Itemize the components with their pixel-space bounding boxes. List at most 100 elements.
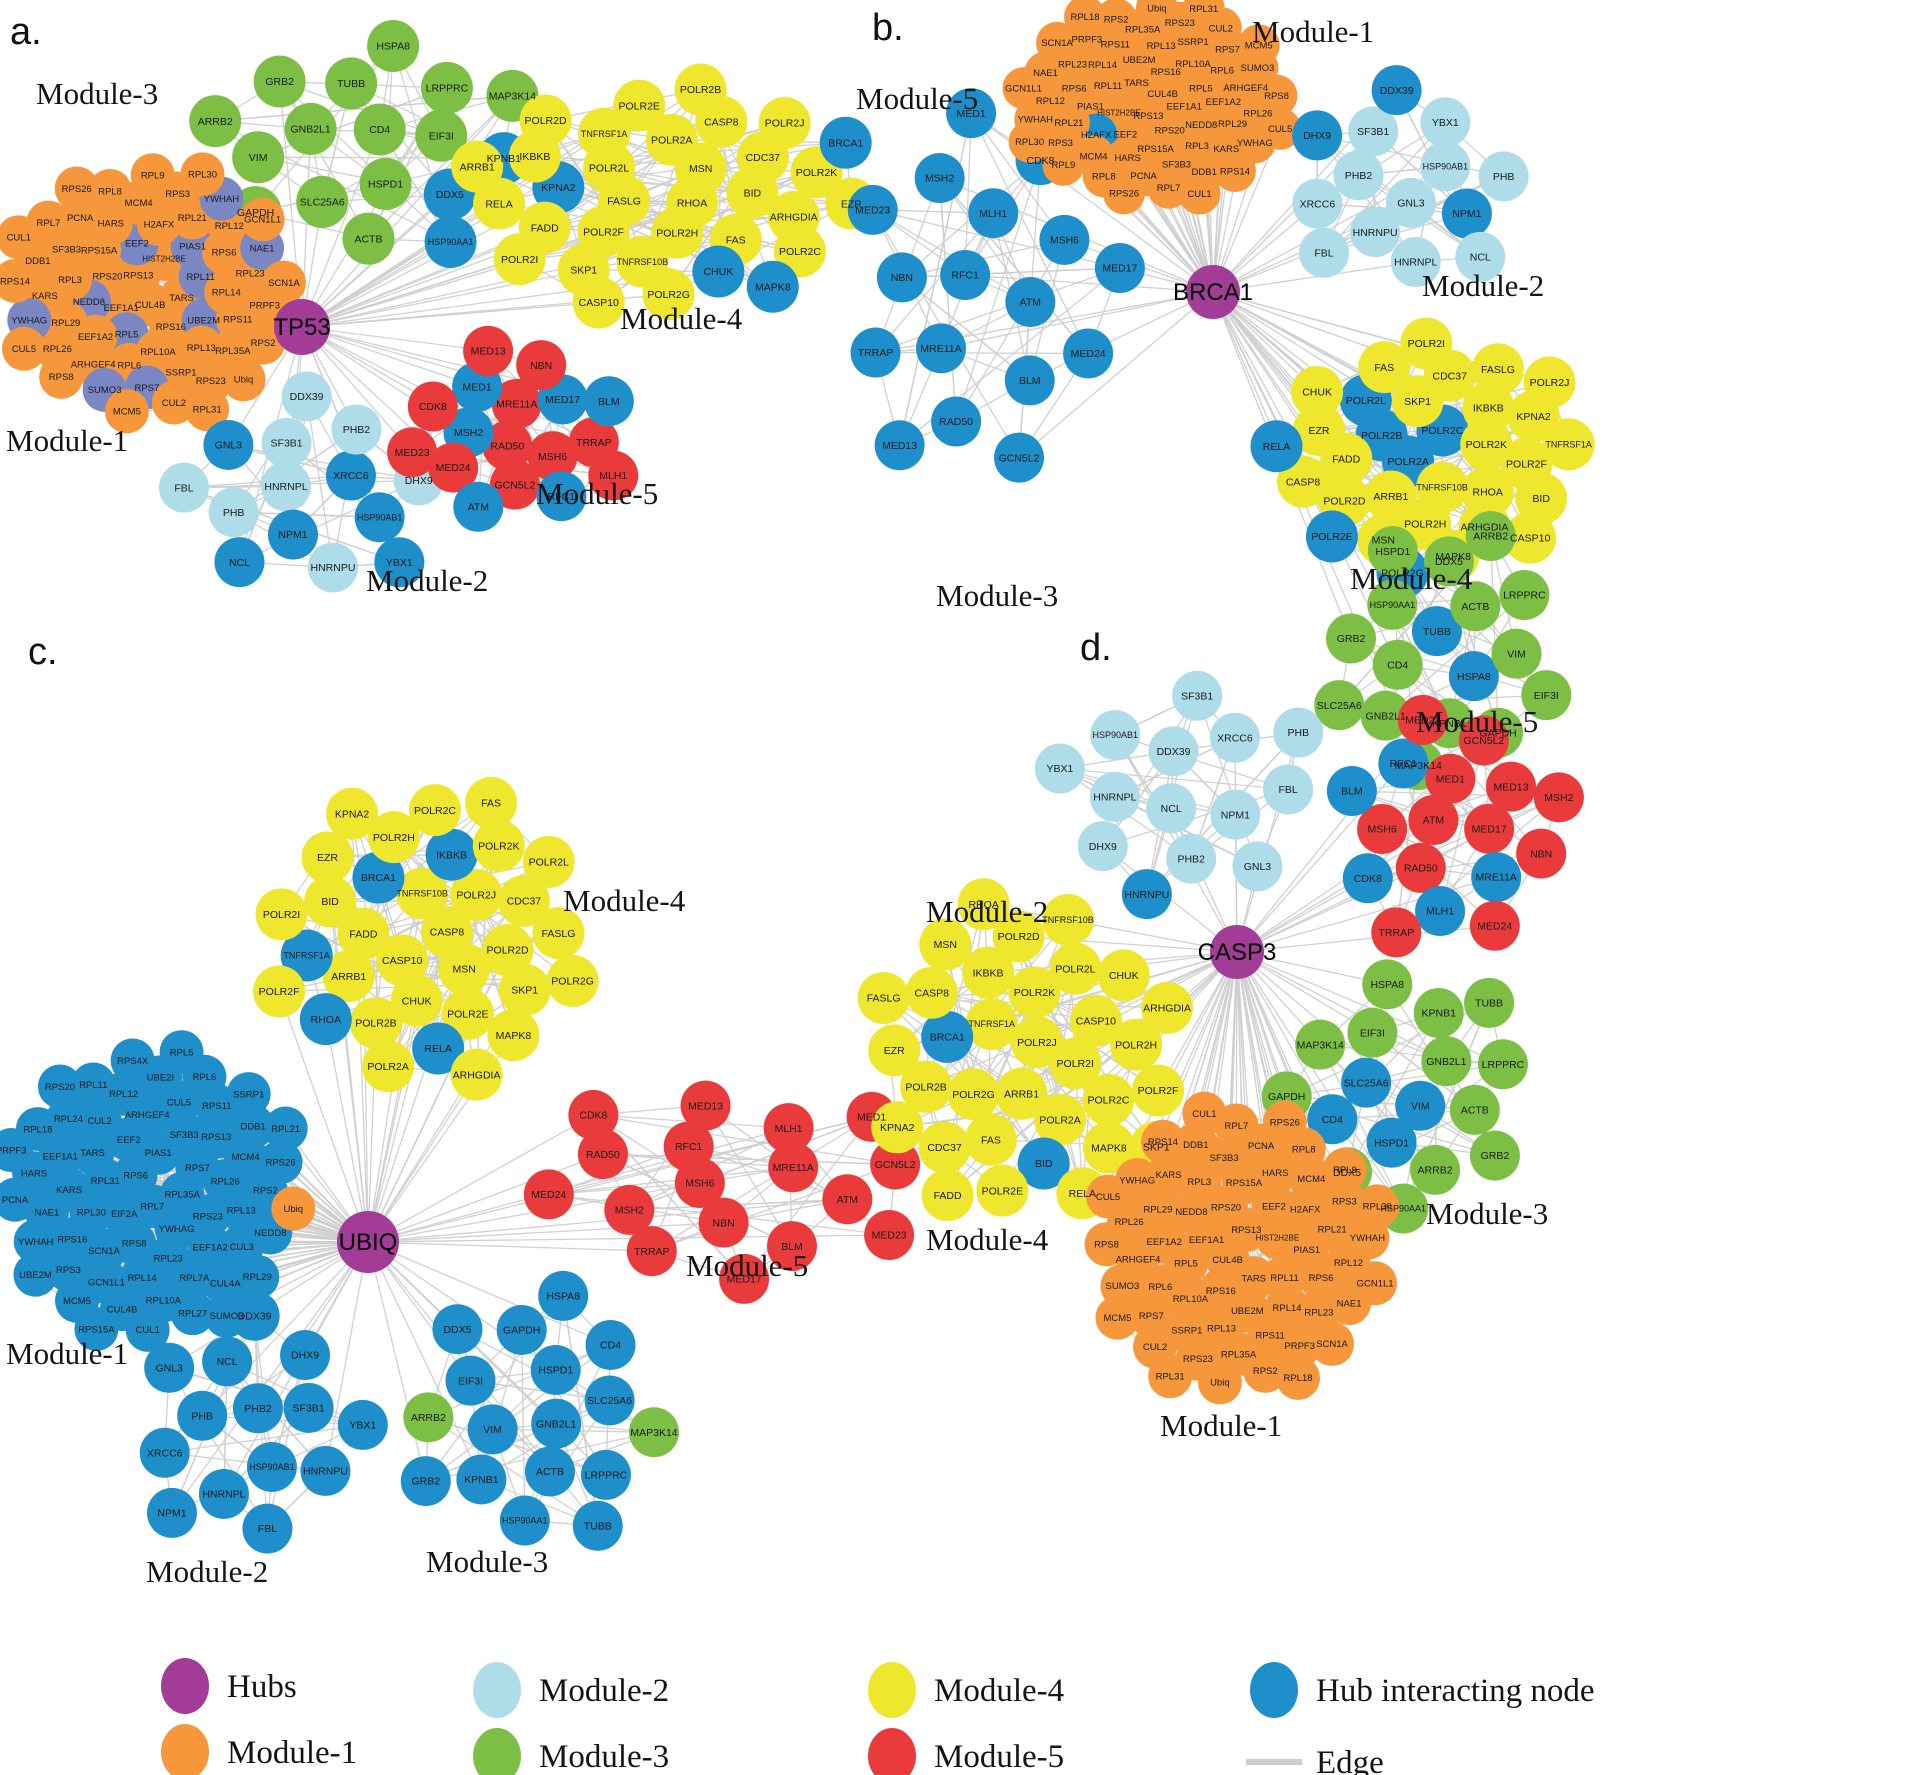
node-RPS20[interactable] <box>37 1064 82 1109</box>
node-HSPD1[interactable] <box>1366 1117 1417 1168</box>
node-MRE11A[interactable] <box>1471 852 1522 903</box>
node-CUL2[interactable] <box>151 380 196 425</box>
node-MED24[interactable] <box>1063 328 1114 379</box>
node-RPS8[interactable] <box>39 354 84 399</box>
node-LRPPRC[interactable] <box>1477 1039 1528 1090</box>
node-TNFRSF10B[interactable] <box>1042 894 1095 947</box>
node-ATM[interactable] <box>1005 276 1056 327</box>
node-MSH6[interactable] <box>1357 803 1408 854</box>
node-CUL1[interactable] <box>1182 1091 1227 1136</box>
node-NCL[interactable] <box>202 1336 253 1387</box>
node-POLR2B[interactable] <box>900 1060 953 1113</box>
node-GNL3[interactable] <box>1385 177 1436 228</box>
node-POLR2K[interactable] <box>1460 418 1513 471</box>
node-NCL[interactable] <box>214 537 265 588</box>
node-RFC1[interactable] <box>1378 738 1429 789</box>
node-YBX1[interactable] <box>374 537 425 588</box>
node-SF3B1[interactable] <box>1348 106 1399 157</box>
node-PRPF3[interactable] <box>1277 1323 1322 1368</box>
node-RHOA[interactable] <box>299 993 352 1046</box>
node-POLR2D[interactable] <box>992 910 1045 963</box>
node-POLR2C[interactable] <box>408 784 461 837</box>
node-TRRAP[interactable] <box>1371 907 1422 958</box>
node-HSP90AB1[interactable] <box>246 1441 297 1492</box>
node-CUL1[interactable] <box>0 215 41 260</box>
node-MSN[interactable] <box>919 918 972 971</box>
node-XRCC6[interactable] <box>1209 712 1260 763</box>
node-ARRB2[interactable] <box>1465 510 1516 561</box>
node-GNB2L1[interactable] <box>1360 690 1411 741</box>
node-GNB2L1[interactable] <box>1421 1036 1472 1087</box>
node-MSH2[interactable] <box>604 1184 655 1235</box>
node-POLR2H[interactable] <box>1110 1018 1163 1071</box>
node-MED17[interactable] <box>1094 242 1145 293</box>
node-MED17[interactable] <box>719 1253 770 1304</box>
node-SSRP1[interactable] <box>226 1072 271 1117</box>
node-HSPA8[interactable] <box>538 1270 589 1321</box>
node-SLC25A6[interactable] <box>584 1375 635 1426</box>
node-RAD50[interactable] <box>577 1129 628 1180</box>
node-ATM[interactable] <box>822 1174 873 1225</box>
node-POLR2F[interactable] <box>253 965 306 1018</box>
node-CUL5[interactable] <box>1 326 46 371</box>
node-GCN5L2[interactable] <box>489 459 540 510</box>
node-RPL31[interactable] <box>1148 1354 1193 1399</box>
node-ACTB[interactable] <box>1449 1084 1500 1135</box>
node-SLC25A6[interactable] <box>1341 1057 1392 1108</box>
node-FBL[interactable] <box>242 1503 293 1554</box>
node-ARRB2[interactable] <box>189 95 242 148</box>
node-DDX5[interactable] <box>1423 536 1474 587</box>
node-CD4[interactable] <box>1307 1094 1358 1145</box>
node-TNFRSF1A[interactable] <box>965 998 1018 1051</box>
node-POLR2J[interactable] <box>1523 356 1576 409</box>
node-RPL27[interactable] <box>170 1291 215 1336</box>
node-POLR2H[interactable] <box>367 811 420 864</box>
node-RPS14[interactable] <box>1140 1119 1185 1164</box>
hub-node-UBIQ[interactable] <box>337 1211 399 1273</box>
node-BLM[interactable] <box>767 1221 818 1272</box>
node-CDC37[interactable] <box>497 875 550 928</box>
node-MED24[interactable] <box>1469 900 1520 951</box>
node-POLR2D[interactable] <box>481 924 534 977</box>
node-EIF3I[interactable] <box>1521 670 1572 721</box>
node-GRB2[interactable] <box>1469 1130 1520 1181</box>
node-NCL[interactable] <box>1146 783 1197 834</box>
node-GRB2[interactable] <box>1325 613 1376 664</box>
node-Ubiq[interactable] <box>1135 0 1178 29</box>
node-MLH1[interactable] <box>763 1103 814 1154</box>
node-HSPA8[interactable] <box>367 20 420 73</box>
node-SCN1A[interactable] <box>261 260 306 305</box>
node-MLH1[interactable] <box>588 450 639 501</box>
node-POLR2K[interactable] <box>472 819 525 872</box>
node-KPNA2[interactable] <box>326 787 379 840</box>
node-BLM[interactable] <box>583 376 634 427</box>
node-TUBB[interactable] <box>572 1500 623 1551</box>
node-RPS26[interactable] <box>1103 172 1146 215</box>
node-POLR2L[interactable] <box>522 835 575 888</box>
node-VIM[interactable] <box>1395 1080 1446 1131</box>
node-IKBKB[interactable] <box>425 828 478 881</box>
node-HSP90AB1[interactable] <box>1420 141 1471 192</box>
node-MED1[interactable] <box>1425 753 1476 804</box>
node-CUL1[interactable] <box>125 1307 170 1352</box>
node-RPL5[interactable] <box>159 1030 204 1075</box>
node-ACTB[interactable] <box>1450 581 1501 632</box>
node-FAS[interactable] <box>465 776 518 829</box>
node-CDK8[interactable] <box>407 381 458 432</box>
node-MRE11A[interactable] <box>491 378 542 429</box>
node-VIM[interactable] <box>467 1404 518 1455</box>
node-EIF3I[interactable] <box>445 1355 496 1406</box>
node-CHUK[interactable] <box>1291 365 1344 418</box>
node-CHUK[interactable] <box>1097 949 1150 1002</box>
node-RPS3[interactable] <box>1322 1179 1367 1224</box>
node-NPM1[interactable] <box>1210 789 1261 840</box>
node-POLR2I[interactable] <box>493 233 546 286</box>
node-PHB[interactable] <box>177 1390 228 1441</box>
node-GCN1L1[interactable] <box>1002 67 1045 110</box>
node-DHX9[interactable] <box>1077 821 1128 872</box>
node-HNRNPU[interactable] <box>300 1445 351 1496</box>
node-RELA[interactable] <box>412 1022 465 1075</box>
node-PHB[interactable] <box>1273 707 1324 758</box>
node-MAPK8[interactable] <box>1082 1121 1135 1174</box>
node-PCNA[interactable] <box>0 1177 37 1222</box>
